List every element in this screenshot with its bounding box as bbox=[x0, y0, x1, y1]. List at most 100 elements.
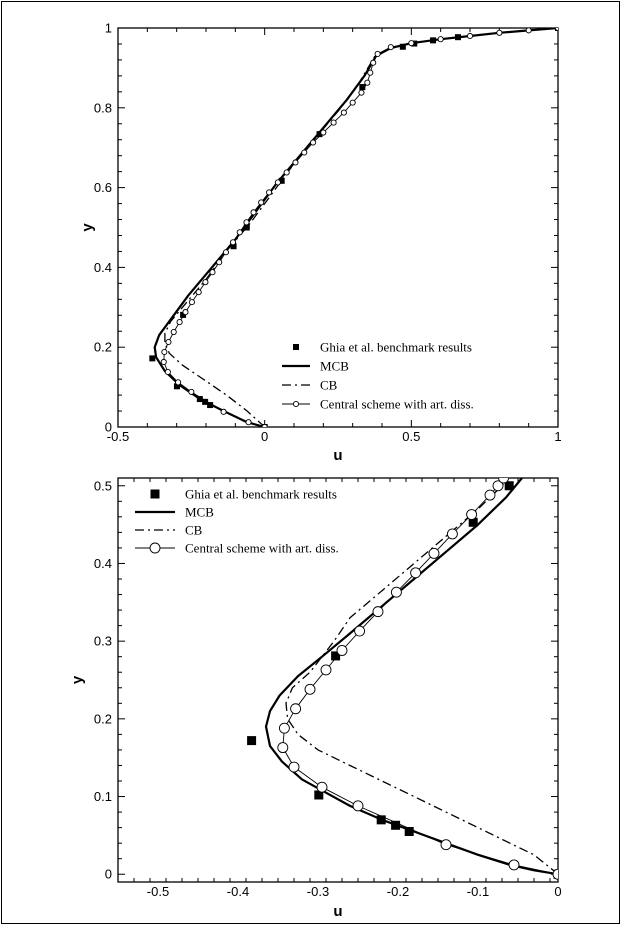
circle-marker bbox=[188, 388, 195, 395]
circle-marker bbox=[446, 528, 458, 540]
ghia-marker bbox=[278, 177, 285, 184]
legend-label: CB bbox=[320, 378, 338, 393]
circle-marker bbox=[358, 89, 365, 96]
series-line-mcb bbox=[153, 28, 558, 427]
y-tick-label: 0.3 bbox=[94, 634, 112, 649]
x-tick-label: -0.1 bbox=[467, 884, 489, 899]
circle-marker bbox=[440, 839, 452, 851]
circle-marker bbox=[304, 683, 316, 695]
legend-label: CB bbox=[185, 523, 203, 538]
x-axis-title: u bbox=[333, 447, 342, 464]
circle-marker bbox=[320, 664, 332, 676]
x-tick-label: -0.5 bbox=[107, 429, 129, 444]
legend-label: Ghia et al. benchmark results bbox=[320, 340, 472, 355]
series-line-cb bbox=[285, 478, 558, 875]
y-tick-label: 0 bbox=[105, 420, 112, 435]
y-tick-label: 0.8 bbox=[94, 100, 112, 115]
circle-marker bbox=[552, 868, 558, 880]
ghia-marker bbox=[359, 84, 366, 91]
circle-marker bbox=[250, 209, 257, 216]
series-line-central-scheme-with-art-diss- bbox=[282, 478, 558, 875]
legend-symbol-square bbox=[150, 489, 160, 499]
circle-marker bbox=[354, 625, 366, 637]
legend-label: Central scheme with art. diss. bbox=[185, 541, 339, 556]
series-group bbox=[149, 28, 558, 427]
circle-marker bbox=[165, 338, 172, 346]
circle-marker bbox=[274, 179, 281, 186]
plot-area-border bbox=[117, 27, 559, 428]
circle-marker bbox=[387, 44, 394, 51]
circle-marker bbox=[349, 99, 356, 106]
circle-marker bbox=[352, 800, 364, 812]
circle-marker bbox=[277, 742, 289, 754]
series-line-cb bbox=[164, 53, 377, 427]
y-tick-label: 0.2 bbox=[94, 711, 112, 726]
circle-marker bbox=[316, 781, 328, 793]
y-tick-label: 1 bbox=[105, 21, 112, 36]
x-tick-label: -0.3 bbox=[307, 884, 329, 899]
circle-marker bbox=[466, 509, 478, 520]
ghia-marker bbox=[230, 243, 237, 250]
circle-marker bbox=[195, 289, 202, 296]
ghia-marker bbox=[504, 481, 514, 491]
x-tick-label: 0.5 bbox=[402, 429, 420, 444]
ghia-marker bbox=[180, 311, 187, 318]
legend-label: MCB bbox=[320, 359, 349, 374]
circle-marker bbox=[290, 703, 302, 715]
y-tick-label: 0.5 bbox=[94, 478, 112, 493]
ghia-marker bbox=[404, 827, 414, 836]
x-tick-label: 0 bbox=[554, 884, 561, 899]
y-tick-label: 0 bbox=[105, 867, 112, 882]
circle-marker bbox=[367, 69, 374, 76]
circle-marker bbox=[372, 606, 384, 618]
circle-marker bbox=[466, 32, 474, 40]
y-tick-label: 0.2 bbox=[94, 340, 112, 355]
y-tick-label: 0.4 bbox=[94, 260, 112, 275]
circle-marker bbox=[161, 348, 168, 356]
x-tick-label: -0.2 bbox=[387, 884, 409, 899]
circle-marker bbox=[496, 29, 503, 36]
plot-area-border bbox=[117, 477, 559, 883]
x-tick-label: -0.4 bbox=[227, 884, 249, 899]
circle-marker bbox=[508, 859, 520, 871]
circle-marker bbox=[428, 547, 440, 559]
x-tick-label: -0.5 bbox=[147, 884, 169, 899]
legend: Ghia et al. benchmark results MCB CB Centra… bbox=[282, 340, 474, 412]
legend: Ghia et al. benchmark results MCB CB Centra… bbox=[135, 487, 339, 556]
circle-marker bbox=[266, 189, 273, 196]
circle-marker bbox=[243, 219, 250, 226]
circle-marker bbox=[170, 328, 177, 336]
ghia-marker bbox=[173, 383, 180, 390]
circle-marker bbox=[278, 722, 290, 734]
circle-marker bbox=[175, 379, 182, 386]
ghia-marker bbox=[247, 736, 257, 746]
circle-marker bbox=[498, 478, 510, 484]
circle-marker bbox=[410, 567, 422, 579]
circle-marker bbox=[182, 309, 189, 316]
circle-marker bbox=[484, 489, 496, 501]
x-tick-label: 0 bbox=[261, 429, 268, 444]
circle-marker bbox=[492, 480, 504, 492]
circle-marker bbox=[176, 319, 183, 326]
circle-marker bbox=[310, 139, 317, 146]
legend-label: Ghia et al. benchmark results bbox=[185, 487, 337, 502]
circle-marker bbox=[261, 423, 268, 427]
series-line-mcb bbox=[264, 478, 558, 876]
circle-marker bbox=[364, 79, 371, 86]
circle-marker bbox=[525, 28, 532, 34]
x-tick-label: 1 bbox=[554, 429, 561, 444]
circle-marker bbox=[330, 119, 337, 126]
circle-marker bbox=[188, 299, 195, 306]
circle-marker bbox=[258, 199, 265, 206]
legend-symbol-circle bbox=[292, 400, 300, 408]
circle-marker bbox=[292, 159, 299, 166]
circle-marker bbox=[554, 28, 558, 32]
circle-marker bbox=[390, 586, 402, 598]
x-axis-title: u bbox=[333, 903, 342, 920]
circle-marker bbox=[209, 269, 216, 276]
legend-symbol-circle bbox=[149, 542, 161, 554]
circle-marker bbox=[408, 40, 415, 47]
circle-marker bbox=[220, 408, 227, 415]
circle-marker bbox=[374, 50, 381, 57]
